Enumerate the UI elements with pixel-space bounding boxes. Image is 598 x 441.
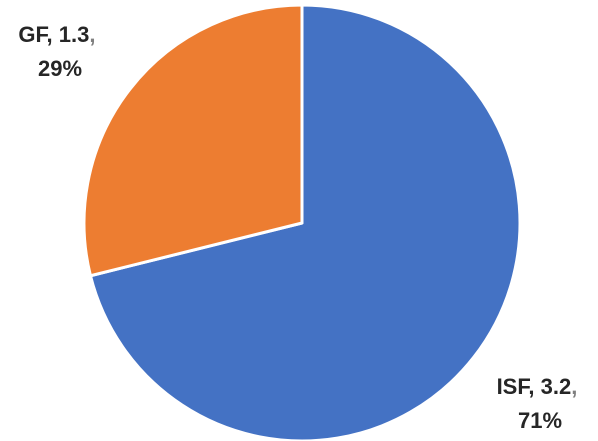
data-label-isf: ISF, 3.2, 71% [497,374,584,433]
data-label-gf-value: 1.3 [59,22,90,47]
data-label-gf-name: GF [18,22,48,47]
pie-slice-isf [88,3,522,441]
data-label-gf: GF, 1.3, 29% [18,22,101,81]
pie-slices [82,3,522,441]
pie-slice-gf [82,3,304,278]
data-label-gf-percent: 29% [38,56,82,81]
data-label-isf-percent: 71% [518,408,562,433]
data-label-isf-name: ISF [497,374,531,399]
data-label-isf-separator: , [571,374,577,399]
data-label-isf-value: 3.2 [541,374,572,399]
data-label-gf-separator: , [89,22,95,47]
